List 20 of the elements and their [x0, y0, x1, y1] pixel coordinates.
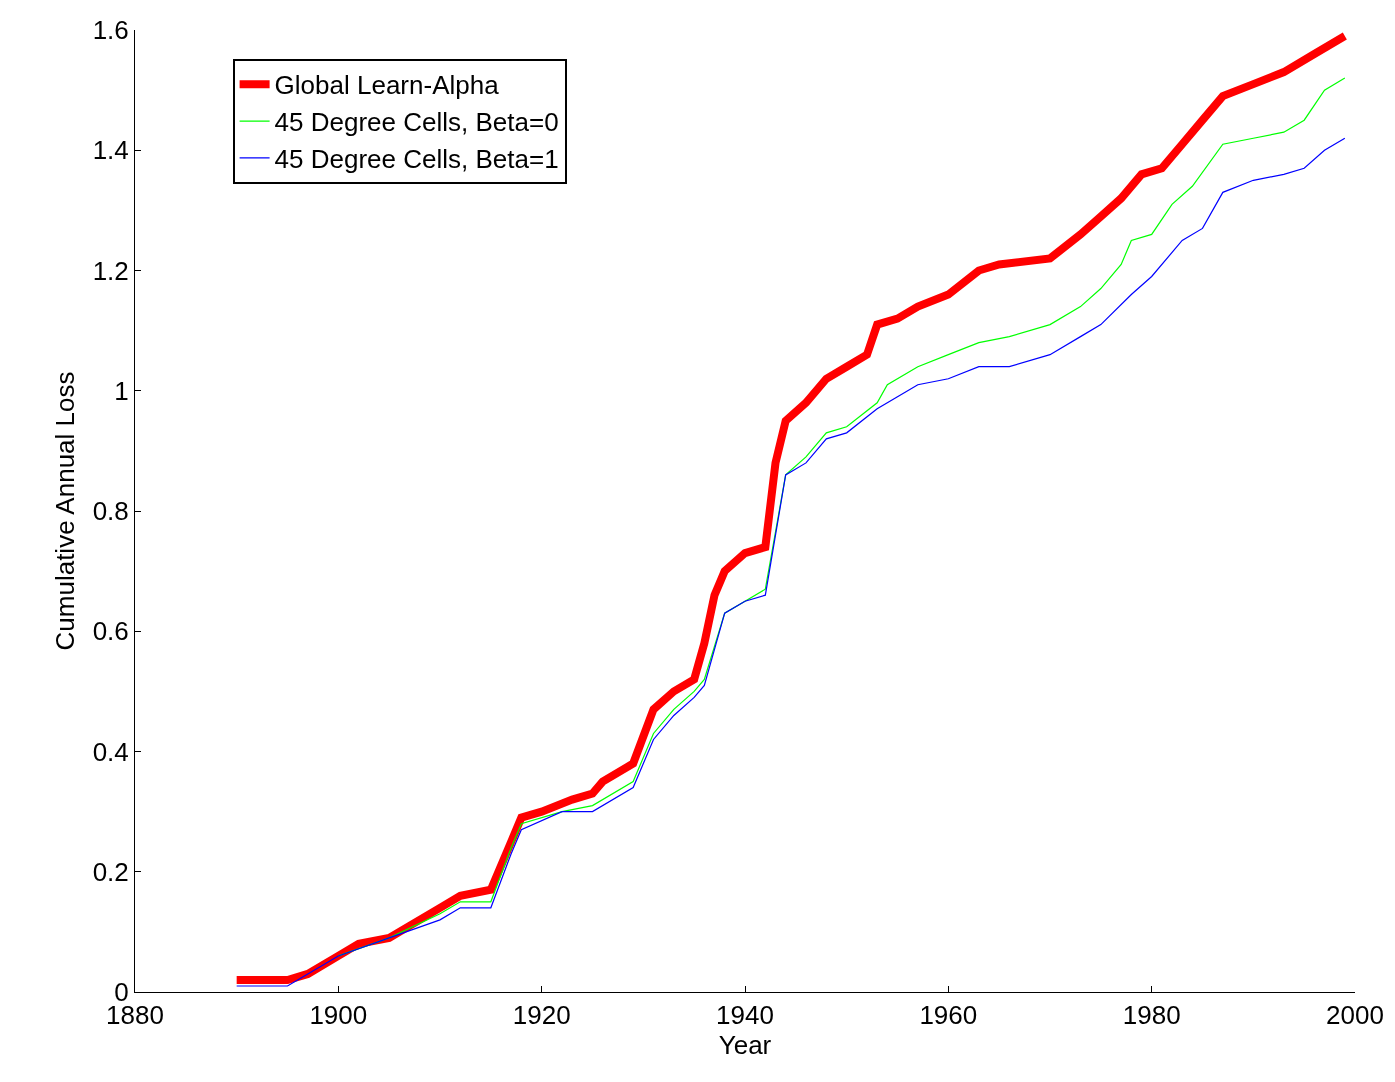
x-tick-label: 1880 — [106, 1000, 164, 1031]
x-tick-label: 2000 — [1326, 1000, 1384, 1031]
y-tick-label: 0.8 — [92, 496, 129, 527]
legend-label: 45 Degree Cells, Beta=1 — [274, 144, 559, 174]
x-tick-label: 1960 — [919, 1000, 978, 1031]
y-tick-label: 1.2 — [92, 255, 129, 286]
y-tick-label: 0.6 — [92, 616, 129, 647]
legend-label: 45 Degree Cells, Beta=0 — [274, 107, 559, 138]
x-axis-title: Year — [718, 1030, 772, 1061]
y-tick-label: 0.2 — [92, 856, 129, 887]
y-tick-label: 1 — [114, 375, 129, 406]
legend-label: Global Learn-Alpha — [274, 70, 500, 101]
y-axis-title: Cumulative Annual Loss — [50, 371, 81, 651]
y-tick-label: 1.6 — [92, 15, 129, 46]
y-tick-label: 1.4 — [92, 135, 129, 166]
x-tick-label: 1900 — [309, 1000, 368, 1031]
x-tick-label: 1940 — [716, 1000, 774, 1031]
x-tick-label: 1980 — [1122, 1000, 1181, 1031]
y-tick-label: 0.4 — [92, 736, 129, 767]
x-tick-label: 1920 — [512, 1000, 571, 1031]
